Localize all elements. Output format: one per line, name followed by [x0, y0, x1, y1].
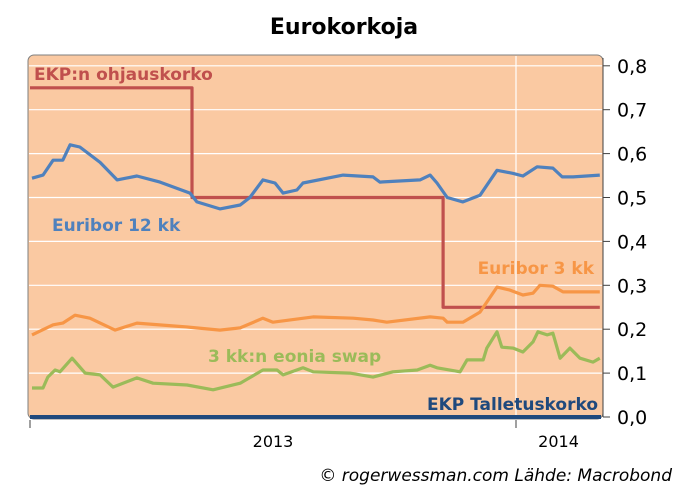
series-line-3: [32, 330, 601, 392]
label-ekp-talletuskorko: EKP Talletuskorko: [427, 395, 598, 415]
series-line-2: [31, 283, 600, 337]
series-line-0: [30, 86, 600, 309]
x-axis: 2013 2014: [29, 420, 579, 451]
y-tick-label: 0,8: [617, 56, 647, 78]
y-tick-label: 0,0: [617, 407, 647, 429]
y-tick-label: 0,1: [617, 363, 647, 385]
gridlines: [29, 56, 602, 418]
label-eonia-swap: 3 kk:n eonia swap: [208, 347, 381, 367]
y-tick-label: 0,4: [617, 231, 647, 253]
series-line-1: [31, 143, 600, 211]
x-tick-label: 2013: [253, 432, 294, 451]
label-euribor-12: Euribor 12 kk: [52, 216, 181, 236]
source-credit: © rogerwessman.com Lähde: Macrobond: [319, 466, 672, 486]
y-tick-label: 0,6: [617, 144, 647, 166]
y-tick-label: 0,5: [617, 188, 647, 210]
y-tick-label: 0,3: [617, 275, 647, 297]
label-ekp-ohjauskorko: EKP:n ohjauskorko: [34, 65, 213, 85]
label-euribor-3: Euribor 3 kk: [478, 259, 595, 279]
y-tick-label: 0,2: [617, 319, 647, 341]
y-tick-label: 0,7: [617, 100, 647, 122]
chart-title: Eurokorkoja: [270, 15, 418, 40]
series-lines: [30, 86, 601, 419]
y-axis: 0,0 0,1 0,2 0,3 0,4 0,5 0,6 0,7 0,8: [602, 56, 647, 429]
x-tick-label: 2014: [538, 432, 579, 451]
